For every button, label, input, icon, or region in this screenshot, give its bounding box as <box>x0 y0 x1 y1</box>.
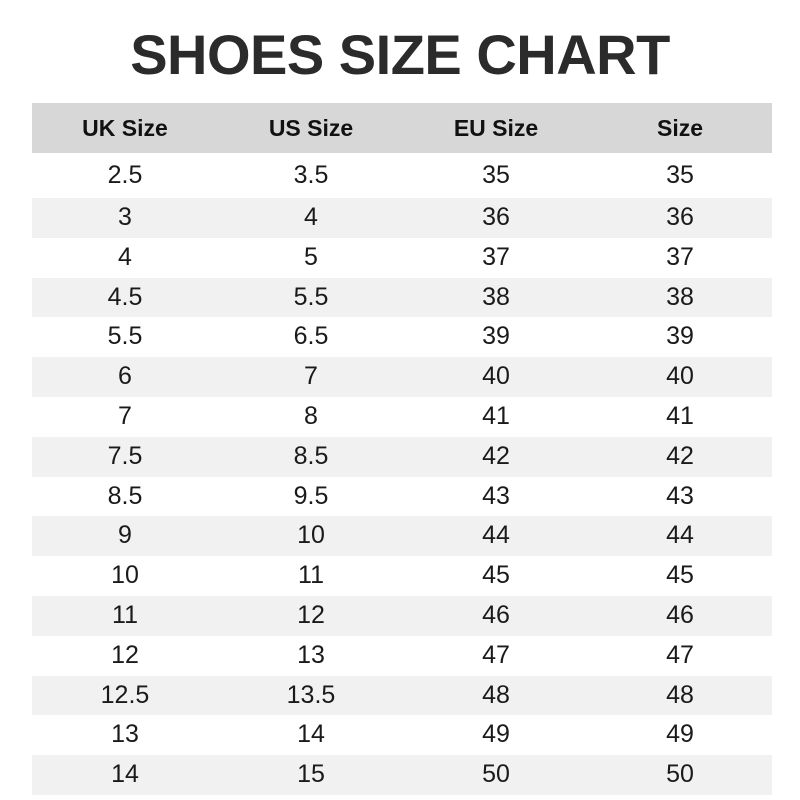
table-cell: 44 <box>482 521 510 550</box>
table-row: 5.5 6.5 39 39 <box>32 317 772 358</box>
table-row: 13 14 49 49 <box>32 715 772 756</box>
table-cell: 38 <box>666 282 694 311</box>
table-cell: 44 <box>666 521 694 550</box>
table-cell: 36 <box>482 203 510 231</box>
table-cell: 9.5 <box>293 481 329 510</box>
table-cell: 35 <box>482 161 510 189</box>
table-row: 8.5 9.5 43 43 <box>32 476 772 517</box>
table-cell: 8 <box>304 401 318 430</box>
table-cell: 42 <box>482 441 510 470</box>
table-cell: 37 <box>666 242 694 271</box>
table-cell: 13 <box>297 640 325 669</box>
table-cell: 13.5 <box>286 680 336 709</box>
table-cell: 47 <box>666 640 694 669</box>
table-body: 2.5 3.5 35 35 3 4 36 36 4 5 37 37 4.5 5.5 38 38 5.5 6.5 39… <box>32 153 772 795</box>
table-row: 9 10 44 44 <box>32 516 772 557</box>
table-cell: 6 <box>118 362 132 391</box>
table-cell: 45 <box>666 561 694 590</box>
table-cell: 7 <box>304 362 318 391</box>
table-cell: 6.5 <box>293 322 329 351</box>
table-cell: 49 <box>482 720 510 749</box>
table-cell: 50 <box>666 760 694 789</box>
table-cell: 48 <box>482 680 510 709</box>
table-row: 10 11 45 45 <box>32 556 772 596</box>
table-cell: 7 <box>118 401 132 430</box>
table-cell: 15 <box>297 760 325 789</box>
page-title: SHOES SIZE CHART <box>130 23 670 86</box>
table-cell: 12 <box>297 600 325 629</box>
table-cell: 48 <box>666 680 694 709</box>
table-cell: 46 <box>666 600 694 629</box>
table-cell: 35 <box>666 161 694 189</box>
table-cell: 37 <box>482 242 510 271</box>
table-cell: 13 <box>111 720 139 749</box>
table-cell: 41 <box>666 401 694 430</box>
table-cell: 8.5 <box>107 481 143 510</box>
table-cell: 39 <box>482 322 510 351</box>
table-cell: 10 <box>297 521 325 550</box>
table-cell: 3 <box>118 203 132 231</box>
table-cell: 4 <box>118 242 132 271</box>
table-cell: 50 <box>482 760 510 789</box>
table-row: 12.5 13.5 48 48 <box>32 675 772 716</box>
table-cell: 8.5 <box>293 441 329 470</box>
table-row: 14 15 50 50 <box>32 755 772 795</box>
table-cell: 4 <box>304 203 318 231</box>
table-cell: 5.5 <box>107 322 143 351</box>
table-cell: 11 <box>112 600 138 629</box>
table-cell: 49 <box>666 720 694 749</box>
table-cell: 2.5 <box>107 161 143 189</box>
table-cell: 9 <box>118 521 132 550</box>
table-row: 11 12 46 46 <box>32 595 772 636</box>
table-cell: 10 <box>111 561 139 590</box>
column-header-us-size: US Size <box>268 114 354 141</box>
column-header-eu-size: EU Size <box>453 114 539 141</box>
table-cell: 14 <box>297 720 325 749</box>
table-cell: 3.5 <box>293 161 329 189</box>
table-cell: 39 <box>666 322 694 351</box>
table-header: UK Size US Size EU Size Size <box>32 103 772 153</box>
table-cell: 12 <box>111 640 139 669</box>
table-cell: 14 <box>111 760 139 789</box>
table-cell: 45 <box>482 561 510 590</box>
table-cell: 4.5 <box>107 282 143 311</box>
table-cell: 11 <box>298 561 324 590</box>
table-cell: 46 <box>482 600 510 629</box>
table-cell: 41 <box>482 401 510 430</box>
column-header-uk-size: UK Size <box>82 114 168 141</box>
table-row: 6 7 40 40 <box>32 357 772 397</box>
table-row: 7 8 41 41 <box>32 396 772 437</box>
table-row: 2.5 3.5 35 35 <box>32 153 772 198</box>
column-header-size: Size <box>656 114 704 141</box>
table-row: 4.5 5.5 38 38 <box>32 277 772 318</box>
size-chart-table: UK Size US Size EU Size Size 2.5 3.5 35 35 3… <box>32 103 772 795</box>
table-row: 7.5 8.5 42 42 <box>32 436 772 477</box>
table-cell: 43 <box>482 481 510 510</box>
table-row: 12 13 47 47 <box>32 635 772 676</box>
table-cell: 47 <box>482 640 510 669</box>
table-cell: 38 <box>482 282 510 311</box>
table-cell: 40 <box>482 362 510 391</box>
table-cell: 40 <box>666 362 694 391</box>
table-header-row: UK Size US Size EU Size Size <box>32 103 772 153</box>
table-cell: 12.5 <box>100 680 150 709</box>
table-cell: 36 <box>666 203 694 231</box>
table-cell: 5 <box>304 242 318 271</box>
table-row: 3 4 36 36 <box>32 198 772 238</box>
table-cell: 42 <box>666 441 694 470</box>
table-row: 4 5 37 37 <box>32 237 772 278</box>
table-cell: 43 <box>666 481 694 510</box>
table-cell: 5.5 <box>293 282 329 311</box>
table-cell: 7.5 <box>107 441 143 470</box>
